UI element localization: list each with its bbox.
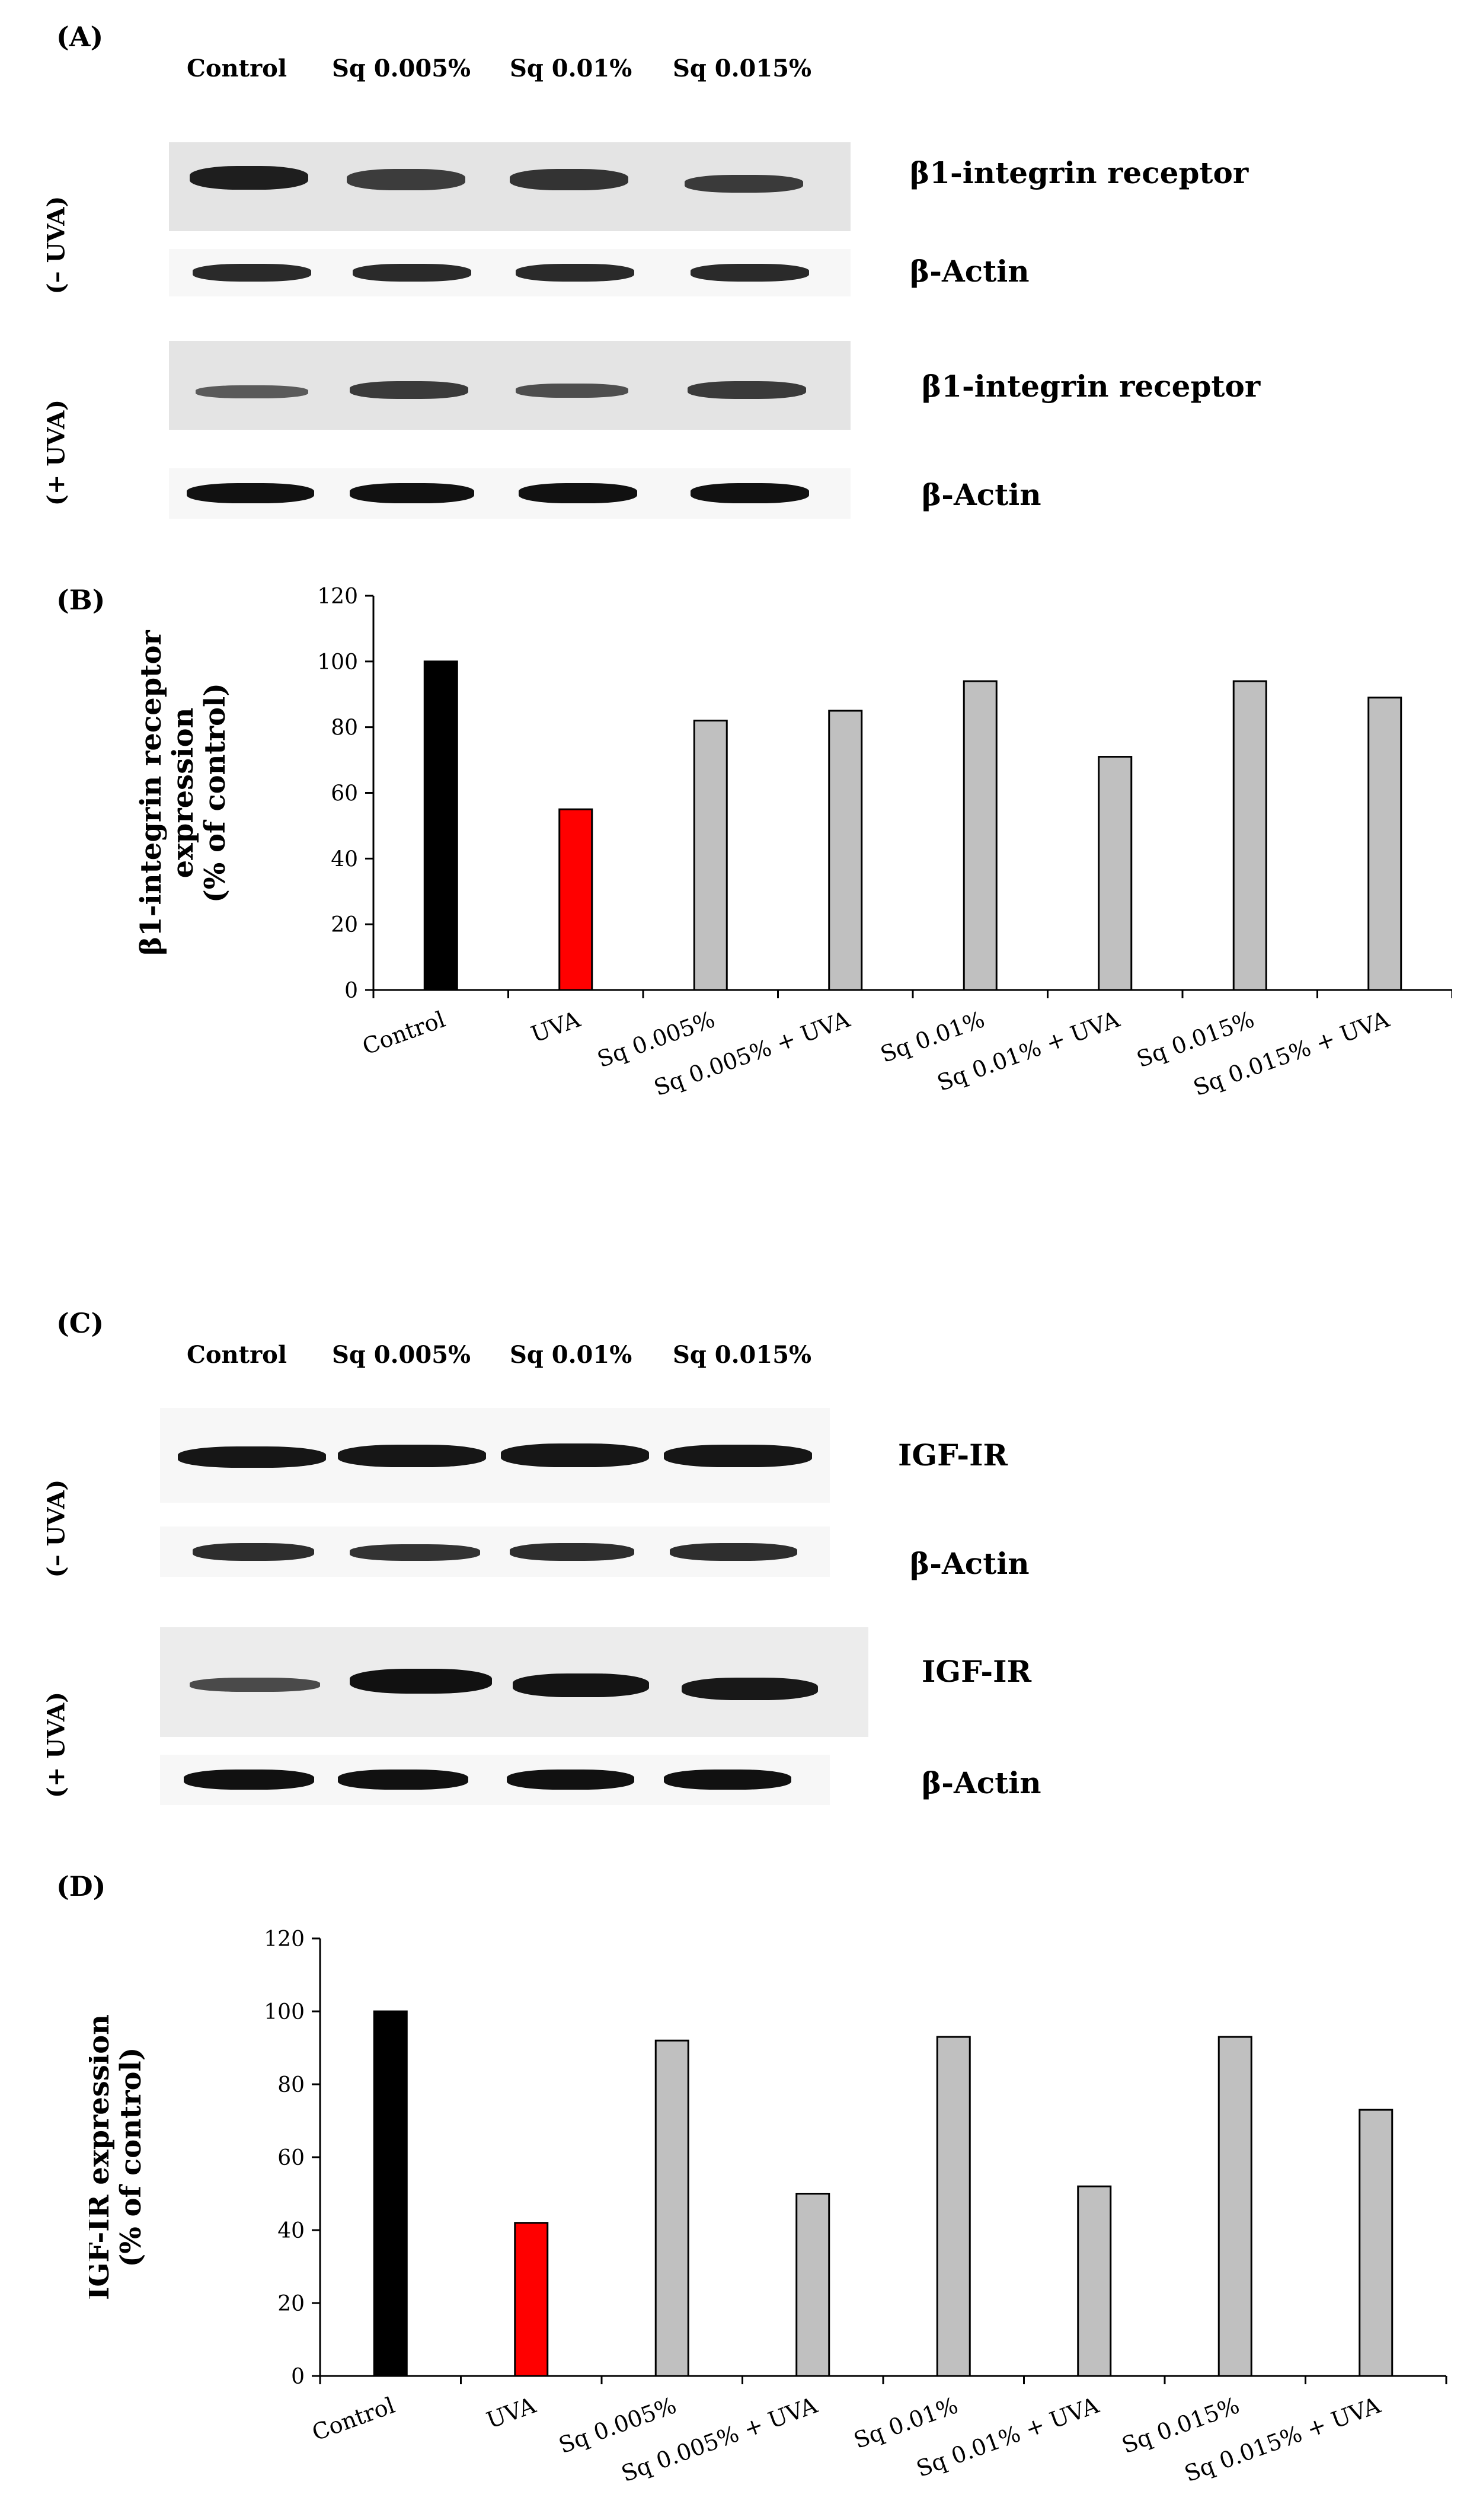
chart-d-ytick-label: 80 bbox=[277, 2073, 305, 2097]
chart-d-ytick-label: 20 bbox=[277, 2292, 305, 2316]
chart-b-bar bbox=[1367, 697, 1402, 991]
blot-c-actin-plus-uva bbox=[160, 1755, 830, 1805]
chart-b-ylabel-line: (% of control) bbox=[199, 683, 232, 903]
band-label-a1: β1-integrin receptor bbox=[910, 155, 1249, 190]
chart-d-bar bbox=[936, 2036, 971, 2377]
band-label-c3: IGF-IR bbox=[922, 1654, 1032, 1689]
chart-b-ytick-label: 20 bbox=[331, 913, 358, 937]
chart-d-xtick-label: UVA bbox=[483, 2392, 539, 2433]
chart-d-xtick-label: Control bbox=[309, 2392, 398, 2446]
chart-b-bar bbox=[693, 720, 728, 991]
chart-d-ytick-label: 0 bbox=[291, 2365, 305, 2389]
blot-a-actin-minus-uva bbox=[169, 249, 851, 296]
c-plus-uva-label: (+ UVA) bbox=[42, 1691, 71, 1799]
plus-uva-label: (+ UVA) bbox=[42, 399, 71, 506]
chart-b-xtick-label: UVA bbox=[528, 1006, 584, 1047]
chart-d-ytick-label: 40 bbox=[277, 2219, 305, 2243]
minus-uva-label: (– UVA) bbox=[42, 196, 71, 295]
chart-b-ytick-label: 40 bbox=[331, 847, 358, 871]
lane-label-c-sq-001: Sq 0.01% bbox=[510, 1341, 632, 1369]
chart-d-ytick-label: 60 bbox=[277, 2146, 305, 2170]
lane-label-sq-0015: Sq 0.015% bbox=[673, 55, 812, 82]
chart-b-ytick-label: 120 bbox=[317, 585, 358, 609]
band-label-a2: β-Actin bbox=[910, 254, 1030, 289]
chart-d-ylabel-line: (% of control) bbox=[114, 2048, 148, 2267]
chart-b-bar bbox=[423, 660, 458, 991]
lane-label-sq-001: Sq 0.01% bbox=[510, 55, 632, 82]
chart-b-bar bbox=[1232, 680, 1267, 991]
band-label-c4: β-Actin bbox=[922, 1765, 1041, 1800]
chart-d-ytick-label: 100 bbox=[264, 2000, 305, 2024]
chart-b-bar bbox=[558, 808, 593, 991]
chart-b-ytick-label: 100 bbox=[317, 650, 358, 675]
blot-a-actin-plus-uva bbox=[169, 468, 851, 519]
blot-c-actin-minus-uva bbox=[160, 1526, 830, 1577]
panel-b-letter: (B) bbox=[56, 584, 106, 616]
blot-c-igfir-plus-uva bbox=[160, 1627, 868, 1737]
chart-b-bar bbox=[828, 710, 863, 991]
blot-a-integrin-plus-uva bbox=[169, 341, 851, 430]
chart-b-ytick-label: 60 bbox=[331, 782, 358, 806]
panel-d-letter: (D) bbox=[56, 1870, 106, 1902]
chart-b-ylabel-line: expression bbox=[167, 708, 200, 879]
chart-b-bar bbox=[963, 680, 998, 991]
band-label-a4: β-Actin bbox=[922, 477, 1041, 512]
chart-d-bar bbox=[795, 2193, 830, 2377]
lane-label-c-sq-0015: Sq 0.015% bbox=[673, 1341, 812, 1369]
blot-a-integrin-minus-uva bbox=[169, 142, 851, 231]
band-label-c2: β-Actin bbox=[910, 1546, 1030, 1581]
chart-d-bar bbox=[373, 2010, 408, 2377]
chart-d-ytick-label: 120 bbox=[264, 1927, 305, 1952]
chart-d-bar bbox=[514, 2222, 549, 2377]
band-label-a3: β1-integrin receptor bbox=[922, 369, 1261, 404]
c-minus-uva-label: (– UVA) bbox=[42, 1479, 71, 1578]
chart-d-bar bbox=[1217, 2036, 1252, 2377]
chart-b-ytick-label: 0 bbox=[344, 979, 358, 1003]
lane-label-control: Control bbox=[187, 55, 287, 82]
band-label-c1: IGF-IR bbox=[898, 1438, 1008, 1473]
lane-label-c-sq-0005: Sq 0.005% bbox=[332, 1341, 471, 1369]
panel-a-letter: (A) bbox=[56, 21, 104, 53]
chart-d-bar bbox=[1359, 2109, 1394, 2377]
chart-b-bar bbox=[1098, 756, 1133, 991]
chart-d-bar bbox=[654, 2039, 689, 2377]
chart-b-xtick-label: Control bbox=[359, 1006, 449, 1060]
panel-c-letter: (C) bbox=[56, 1307, 104, 1339]
lane-label-c-control: Control bbox=[187, 1341, 287, 1369]
chart-d-bar bbox=[1077, 2185, 1112, 2377]
blot-c-igfir-minus-uva bbox=[160, 1408, 830, 1503]
chart-b-ytick-label: 80 bbox=[331, 716, 358, 740]
chart-d-xtick-label: Sq 0.01% bbox=[851, 2392, 961, 2454]
lane-label-sq-0005: Sq 0.005% bbox=[332, 55, 471, 82]
chart-d-ylabel-line: IGF-IR expression bbox=[89, 2014, 116, 2300]
chart-b-ylabel-line: β1-integrin receptor bbox=[135, 630, 168, 956]
